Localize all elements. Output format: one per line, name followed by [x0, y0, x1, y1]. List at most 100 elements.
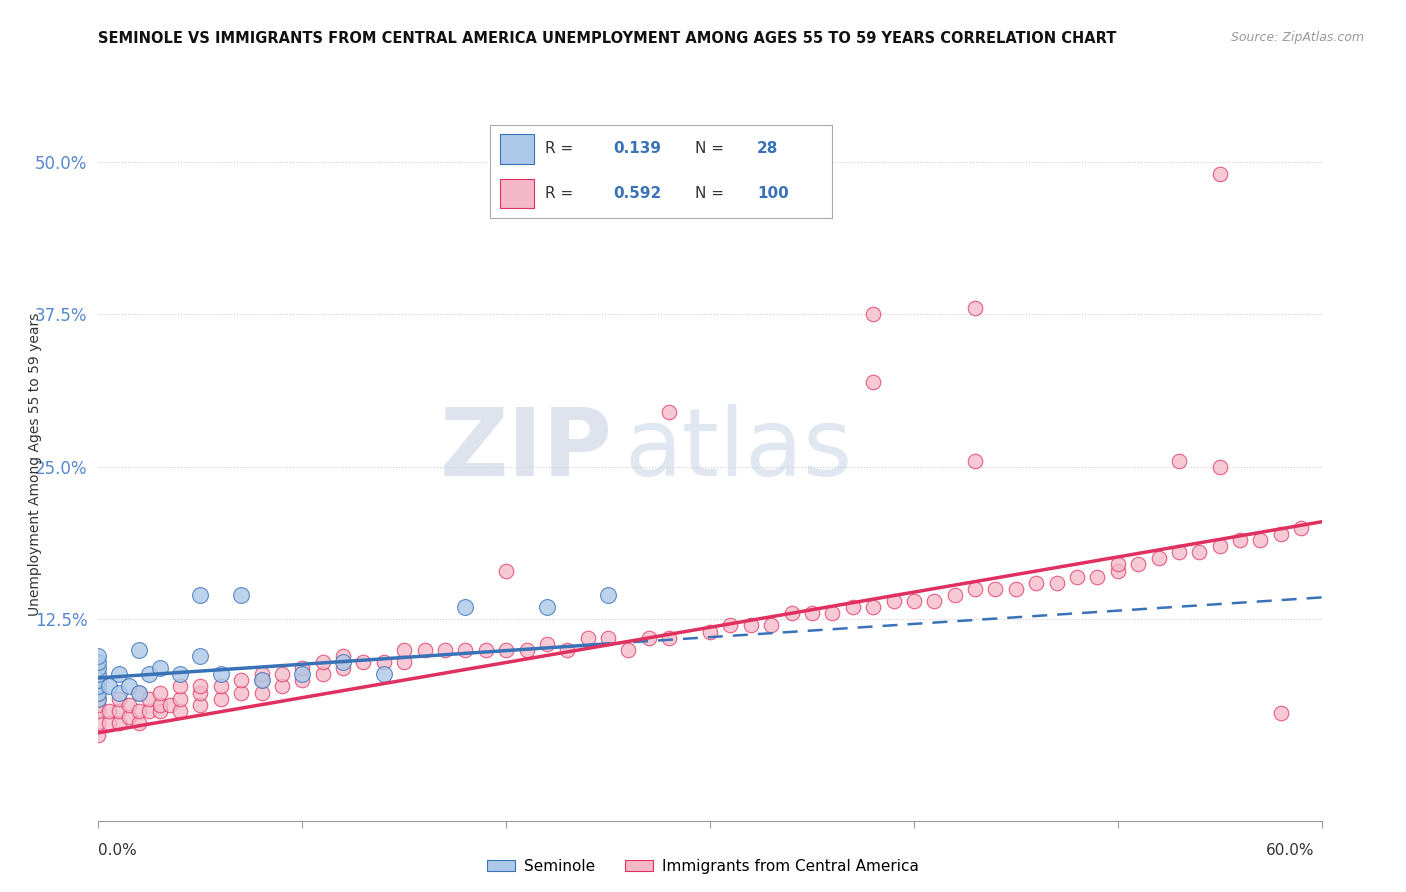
- Point: [118, 698, 141, 712]
- Point: [188, 685, 212, 699]
- Point: [1147, 551, 1170, 566]
- Point: [495, 643, 517, 657]
- Point: [1045, 575, 1069, 590]
- Point: [87, 648, 110, 663]
- Point: [209, 691, 232, 706]
- Point: [1004, 582, 1026, 596]
- Point: [87, 691, 110, 706]
- Point: [516, 643, 538, 657]
- Point: [576, 631, 599, 645]
- Point: [392, 643, 416, 657]
- Point: [149, 698, 172, 712]
- Point: [250, 673, 273, 688]
- Point: [718, 618, 742, 632]
- Point: [862, 375, 884, 389]
- Point: [598, 588, 620, 602]
- Point: [188, 588, 212, 602]
- Point: [801, 607, 824, 621]
- Point: [1209, 459, 1232, 474]
- Point: [270, 667, 294, 681]
- Point: [1188, 545, 1211, 559]
- Point: [1229, 533, 1251, 547]
- Point: [97, 680, 120, 694]
- Point: [658, 631, 681, 645]
- Point: [97, 716, 120, 731]
- Point: [87, 728, 110, 742]
- Point: [138, 704, 160, 718]
- Point: [231, 685, 253, 699]
- Point: [761, 618, 783, 632]
- Point: [922, 594, 945, 608]
- Point: [841, 600, 863, 615]
- Point: [270, 680, 294, 694]
- Point: [169, 691, 191, 706]
- Point: [965, 301, 987, 316]
- Point: [1209, 539, 1232, 553]
- Point: [474, 643, 498, 657]
- Point: [658, 405, 681, 419]
- Point: [291, 661, 314, 675]
- Point: [108, 716, 131, 731]
- Point: [169, 680, 191, 694]
- Point: [231, 588, 253, 602]
- Point: [209, 667, 232, 681]
- Point: [883, 594, 905, 608]
- Point: [169, 667, 191, 681]
- Point: [128, 685, 150, 699]
- Point: [87, 691, 110, 706]
- Point: [903, 594, 925, 608]
- Point: [862, 307, 884, 321]
- Point: [332, 648, 354, 663]
- Point: [1066, 569, 1088, 583]
- Point: [87, 667, 110, 681]
- Point: [1249, 533, 1271, 547]
- Point: [138, 691, 160, 706]
- Point: [149, 661, 172, 675]
- Point: [159, 698, 181, 712]
- Point: [373, 667, 395, 681]
- Point: [291, 667, 314, 681]
- Point: [598, 631, 620, 645]
- Point: [740, 618, 762, 632]
- Point: [1167, 454, 1189, 468]
- Point: [87, 680, 110, 694]
- Point: [188, 648, 212, 663]
- Text: 0.0%: 0.0%: [98, 843, 138, 858]
- Point: [454, 643, 477, 657]
- Point: [87, 685, 110, 699]
- Point: [1209, 167, 1232, 181]
- Point: [536, 637, 558, 651]
- Point: [617, 643, 640, 657]
- Point: [291, 673, 314, 688]
- Point: [943, 588, 966, 602]
- Point: [188, 698, 212, 712]
- Point: [108, 704, 131, 718]
- Point: [495, 564, 517, 578]
- Text: 60.0%: 60.0%: [1267, 843, 1315, 858]
- Point: [149, 685, 172, 699]
- Text: ZIP: ZIP: [439, 403, 612, 496]
- Point: [188, 680, 212, 694]
- Point: [231, 673, 253, 688]
- Point: [352, 655, 374, 669]
- Point: [821, 607, 844, 621]
- Point: [536, 600, 558, 615]
- Point: [87, 704, 110, 718]
- Text: SEMINOLE VS IMMIGRANTS FROM CENTRAL AMERICA UNEMPLOYMENT AMONG AGES 55 TO 59 YEA: SEMINOLE VS IMMIGRANTS FROM CENTRAL AMER…: [98, 31, 1116, 46]
- Point: [108, 685, 131, 699]
- Point: [250, 667, 273, 681]
- Point: [555, 643, 579, 657]
- Point: [250, 673, 273, 688]
- Point: [108, 691, 131, 706]
- Point: [128, 643, 150, 657]
- Text: atlas: atlas: [624, 403, 852, 496]
- Point: [87, 655, 110, 669]
- Point: [373, 655, 395, 669]
- Point: [312, 655, 335, 669]
- Point: [454, 600, 477, 615]
- Point: [965, 582, 987, 596]
- Point: [965, 454, 987, 468]
- Text: Unemployment Among Ages 55 to 59 years: Unemployment Among Ages 55 to 59 years: [28, 312, 42, 615]
- Text: Source: ZipAtlas.com: Source: ZipAtlas.com: [1230, 31, 1364, 45]
- Point: [1085, 569, 1108, 583]
